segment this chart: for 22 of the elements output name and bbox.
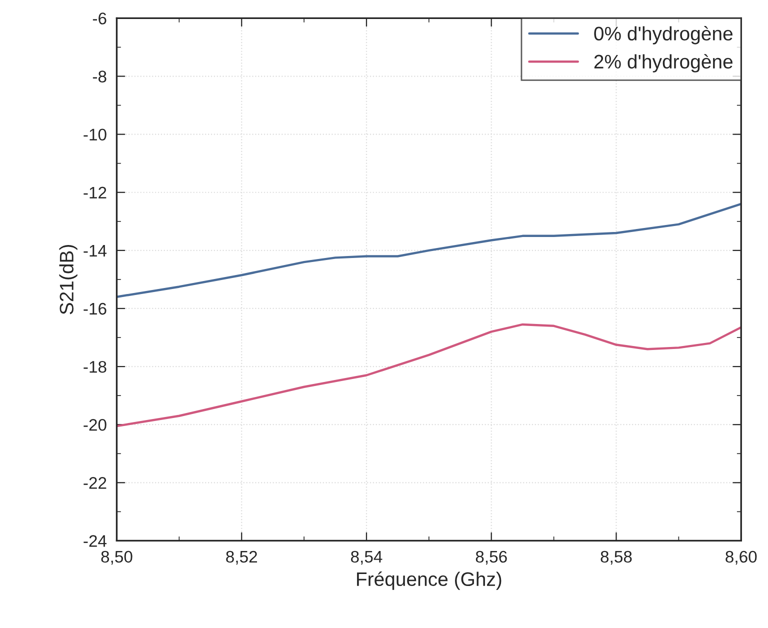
x-tick-label: 8,52 — [226, 550, 257, 565]
legend-label: 0% d'hydrogène — [594, 26, 732, 44]
y-tick-label: -24 — [84, 535, 107, 547]
x-tick-label: 8,54 — [350, 550, 382, 565]
y-axis-title: S21(dB) — [59, 245, 78, 314]
line-series — [116, 202, 742, 298]
x-tick-label: 8,56 — [476, 550, 507, 565]
y-tick-label: -20 — [84, 419, 106, 431]
y-tick-label: -14 — [84, 245, 107, 256]
y-tick-label: -6 — [92, 12, 106, 24]
y-tick-label: -8 — [92, 70, 106, 82]
y-tick-label: -22 — [84, 477, 106, 489]
y-tick-label: -10 — [84, 128, 106, 141]
x-tick-label: 8,58 — [600, 550, 632, 565]
legend-label: 2% d'hydrogène — [594, 54, 732, 72]
line-series — [116, 323, 742, 428]
x-axis-title: Fréquence (Ghz) — [357, 572, 502, 590]
y-tick-label: -12 — [84, 186, 106, 198]
x-tick-label: 8,60 — [726, 550, 757, 565]
x-tick-label: 8,50 — [101, 550, 132, 565]
y-tick-label: -18 — [84, 360, 106, 373]
y-tick-label: -16 — [84, 302, 106, 315]
